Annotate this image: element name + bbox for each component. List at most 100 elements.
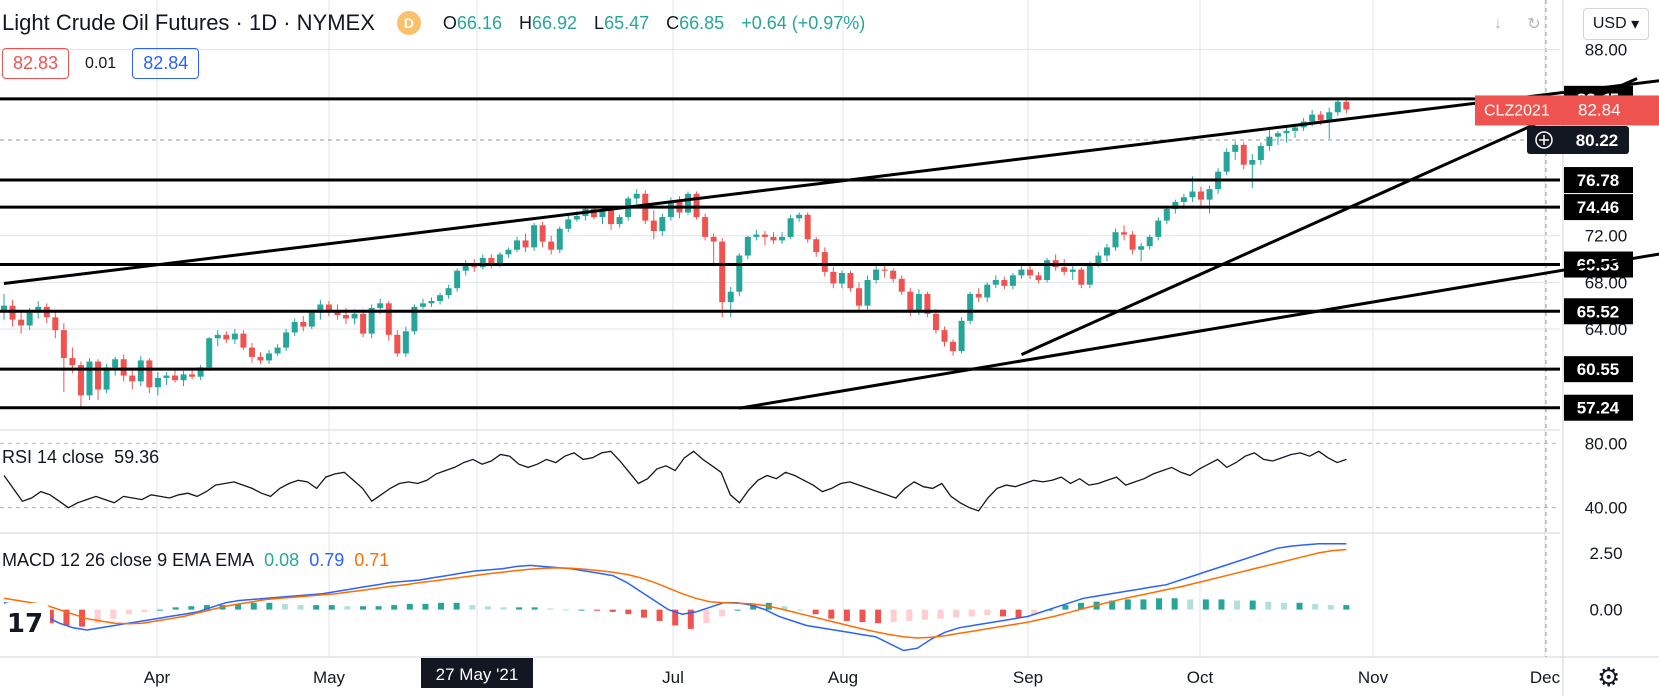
candle bbox=[35, 300, 42, 319]
candle-body bbox=[907, 291, 914, 311]
download-icon[interactable]: ↓ bbox=[1494, 15, 1502, 32]
x-axis-label: May bbox=[313, 668, 346, 687]
candle bbox=[702, 213, 709, 241]
macd-histogram-bar bbox=[1234, 600, 1241, 610]
macd-histogram-bar bbox=[953, 609, 960, 618]
candle-body bbox=[52, 317, 59, 331]
candle-body bbox=[821, 252, 828, 272]
candle-body bbox=[590, 208, 597, 218]
candle bbox=[753, 229, 760, 241]
candle-body bbox=[1257, 146, 1264, 161]
macd-histogram-bar bbox=[125, 609, 132, 615]
candle bbox=[779, 232, 786, 244]
macd-histogram-bar bbox=[1124, 599, 1131, 610]
macd-histogram-bar bbox=[1046, 609, 1053, 611]
candle-body bbox=[932, 313, 939, 331]
macd-histogram-bar bbox=[578, 609, 585, 611]
candle bbox=[958, 317, 965, 354]
candle bbox=[1266, 128, 1273, 151]
candle bbox=[325, 300, 332, 317]
macd-histogram-bar bbox=[1202, 599, 1209, 610]
macd-histogram-bar bbox=[734, 609, 741, 611]
candle-body bbox=[856, 288, 862, 306]
candle-body bbox=[86, 361, 93, 396]
candle-body bbox=[693, 193, 700, 218]
candle-body bbox=[573, 215, 580, 220]
candle bbox=[787, 214, 794, 240]
candle bbox=[368, 304, 375, 339]
candle bbox=[796, 212, 803, 222]
candle bbox=[274, 344, 281, 356]
candle bbox=[821, 247, 828, 277]
candle-body bbox=[975, 294, 982, 298]
buy-price-button[interactable]: 82.84 bbox=[132, 48, 200, 79]
candle bbox=[300, 316, 307, 332]
candle-body bbox=[1223, 151, 1230, 172]
y-axis-tick: 64.00 bbox=[1585, 320, 1628, 339]
candle bbox=[770, 232, 777, 244]
rsi-title: RSI 14 close bbox=[2, 447, 105, 467]
candle bbox=[428, 297, 435, 307]
candle bbox=[248, 342, 255, 363]
candle-body bbox=[958, 320, 965, 352]
candle bbox=[539, 221, 546, 248]
candle-body bbox=[727, 291, 734, 303]
candle bbox=[360, 309, 367, 338]
candle bbox=[633, 189, 640, 205]
candle-body bbox=[616, 217, 623, 225]
gear-icon[interactable]: ⚙ bbox=[1597, 662, 1621, 692]
candle-body bbox=[1103, 247, 1110, 256]
tradingview-logo[interactable]: 17 bbox=[0, 603, 50, 645]
candle bbox=[514, 236, 520, 253]
x-axis-label: Dec bbox=[1530, 668, 1561, 687]
candle bbox=[1103, 243, 1110, 262]
candle bbox=[317, 299, 324, 320]
candle-body bbox=[112, 359, 119, 368]
currency-select[interactable]: USD ▾ bbox=[1583, 8, 1649, 40]
candle bbox=[437, 292, 444, 305]
candle-body bbox=[1146, 236, 1153, 247]
candle bbox=[856, 282, 862, 311]
candle bbox=[9, 299, 16, 327]
macd-histogram-bar bbox=[203, 605, 210, 610]
symbol-title[interactable]: Light Crude Oil Futures · 1D · NYMEX bbox=[2, 10, 375, 35]
candle bbox=[95, 359, 102, 401]
candle bbox=[565, 215, 572, 233]
sell-price-button[interactable]: 82.83 bbox=[2, 48, 70, 79]
candle-body bbox=[967, 294, 974, 321]
candle-body bbox=[360, 313, 367, 334]
candle-body bbox=[1249, 160, 1256, 165]
candle-body bbox=[796, 214, 803, 219]
candle bbox=[18, 311, 25, 334]
candle bbox=[608, 207, 615, 230]
candle-body bbox=[1334, 101, 1341, 113]
candle-body bbox=[873, 269, 880, 281]
level-label: 57.24 bbox=[1577, 399, 1620, 418]
candle bbox=[240, 330, 247, 350]
candle bbox=[1274, 130, 1281, 145]
candle bbox=[231, 328, 238, 345]
macd-histogram-bar bbox=[1249, 600, 1256, 610]
candle bbox=[308, 310, 315, 329]
candle-body bbox=[163, 375, 170, 378]
candle bbox=[462, 260, 469, 276]
candle-body bbox=[881, 269, 888, 271]
candle-body bbox=[1009, 275, 1016, 286]
exchange-badge[interactable]: D bbox=[396, 11, 421, 35]
candle bbox=[1052, 254, 1059, 271]
candle bbox=[137, 355, 144, 387]
candle-body bbox=[719, 241, 726, 303]
candle bbox=[1249, 154, 1256, 188]
candle-body bbox=[898, 278, 905, 292]
candle bbox=[1326, 107, 1333, 140]
candle bbox=[283, 328, 290, 352]
macd-histogram-bar bbox=[1218, 599, 1225, 610]
candle-body bbox=[60, 330, 67, 359]
refresh-icon[interactable]: ↻ bbox=[1527, 16, 1541, 33]
candle-body bbox=[736, 255, 743, 292]
candle-body bbox=[915, 294, 922, 311]
low-value: 65.47 bbox=[604, 12, 650, 33]
spread-value: 0.01 bbox=[85, 54, 117, 72]
candle-body bbox=[556, 228, 563, 250]
